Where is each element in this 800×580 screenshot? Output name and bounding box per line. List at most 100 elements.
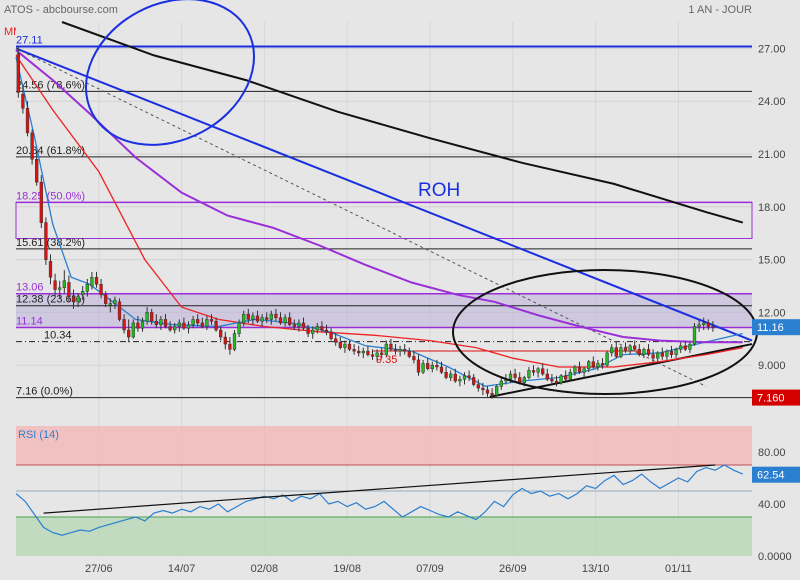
- header-source: ATOS - abcbourse.com: [4, 4, 118, 16]
- candle-body: [651, 354, 655, 359]
- candle-body: [260, 317, 264, 322]
- candle-body: [614, 347, 618, 357]
- candle-body: [444, 371, 448, 378]
- candle-body: [251, 315, 255, 320]
- candle-body: [228, 343, 232, 350]
- candle-body: [104, 294, 108, 304]
- candle-body: [329, 331, 333, 340]
- candle-body: [692, 326, 697, 345]
- candle-body: [58, 287, 62, 290]
- candle-body: [242, 313, 246, 324]
- candle-body: [44, 222, 48, 260]
- candle-body: [219, 329, 223, 338]
- level-label: 24.56 (78.6%): [16, 79, 85, 91]
- candle-body: [416, 359, 421, 373]
- candle-body: [380, 352, 384, 355]
- candle-body: [62, 280, 66, 289]
- candle-body: [214, 320, 218, 331]
- candle-body: [85, 283, 89, 292]
- candle-body: [665, 350, 669, 357]
- candle-body: [366, 350, 370, 355]
- candle-body: [150, 312, 154, 322]
- candle-body: [706, 322, 710, 327]
- candle-body: [476, 384, 480, 389]
- candle-body: [628, 345, 632, 352]
- support-line: [489, 343, 753, 398]
- x-tick-label: 01/11: [665, 563, 692, 575]
- candle-body: [232, 333, 237, 350]
- x-axis: 27/06 14/07 02/08 19/08 07/09 26/09 13/10 01/11: [85, 563, 692, 575]
- candle-body: [191, 319, 195, 325]
- candle-body: [518, 377, 522, 384]
- candle-body: [697, 324, 701, 327]
- rsi-tick-label: 80.00: [758, 447, 786, 459]
- candle-body: [246, 313, 250, 320]
- candle-body: [449, 373, 453, 378]
- x-tick-label: 27/06: [85, 563, 113, 575]
- candle-body: [513, 373, 517, 378]
- candle-body: [554, 380, 559, 384]
- level-label: 15.61 (38.2%): [16, 237, 85, 249]
- downtrend-line: [15, 47, 753, 342]
- candle-body: [623, 347, 628, 352]
- candle-body: [412, 356, 416, 361]
- x-tick-label: 26/09: [499, 563, 527, 575]
- candle-body: [140, 320, 145, 329]
- series-line: [15, 55, 743, 368]
- candle-body: [108, 303, 112, 306]
- candle-body: [605, 352, 609, 366]
- candle-body: [591, 361, 595, 368]
- candle-body: [255, 315, 260, 322]
- candle-body: [596, 363, 600, 368]
- candle-body: [439, 366, 444, 373]
- candle-body: [173, 326, 177, 331]
- price-candles: [16, 46, 715, 399]
- rsi-title: RSI (14): [18, 429, 59, 441]
- candle-body: [357, 350, 361, 354]
- price-zones: [15, 201, 753, 328]
- candle-body: [550, 379, 554, 382]
- x-tick-label: 13/10: [582, 563, 610, 575]
- candle-body: [122, 319, 126, 331]
- candle-body: [113, 299, 117, 304]
- candle-body: [16, 53, 20, 93]
- candle-body: [462, 375, 467, 380]
- candle-body: [679, 345, 683, 350]
- level-label: 7.16 (0.0%): [16, 386, 73, 398]
- current-price-tag: [752, 319, 800, 336]
- candle-body: [531, 370, 536, 373]
- candle-body: [485, 389, 490, 394]
- low-price-tag: [752, 389, 800, 406]
- price-plot-area: [16, 22, 752, 418]
- price-y-axis: 9.000 12.00 15.00 18.00 21.00 24.00 27.00 11.16…: [752, 43, 800, 406]
- level-label: 10.34: [44, 330, 72, 342]
- candle-body: [48, 261, 53, 278]
- candle-body: [453, 373, 457, 382]
- candle-body: [292, 324, 296, 327]
- candle-body: [577, 366, 582, 373]
- dotted-trend-line: [15, 47, 707, 387]
- candle-body: [306, 327, 310, 334]
- candle-body: [25, 107, 30, 134]
- candle-body: [53, 280, 57, 290]
- price-tick-label: 9.000: [758, 360, 786, 372]
- candle-body: [527, 370, 531, 378]
- candle-body: [389, 343, 393, 350]
- price-grid: [16, 22, 752, 556]
- candle-body: [21, 93, 25, 109]
- price-panel: 27.11 24.56 (78.6%) 20.84 (61.8%) 18.25 (50…: [15, 0, 800, 556]
- candle-body: [545, 373, 549, 380]
- candle-body: [467, 375, 471, 378]
- candle-body: [177, 322, 181, 327]
- level-label: 18.25 (50.0%): [16, 190, 85, 202]
- candle-body: [435, 364, 439, 368]
- x-tick-label: 02/08: [251, 563, 279, 575]
- candle-body: [536, 368, 540, 373]
- rsi-overbought-band: [16, 426, 752, 465]
- candle-body: [683, 345, 687, 350]
- blue-ellipse: [84, 0, 256, 146]
- candle-body: [90, 276, 94, 287]
- candle-body: [200, 322, 204, 327]
- candle-body: [481, 387, 485, 391]
- price-series: [15, 21, 744, 387]
